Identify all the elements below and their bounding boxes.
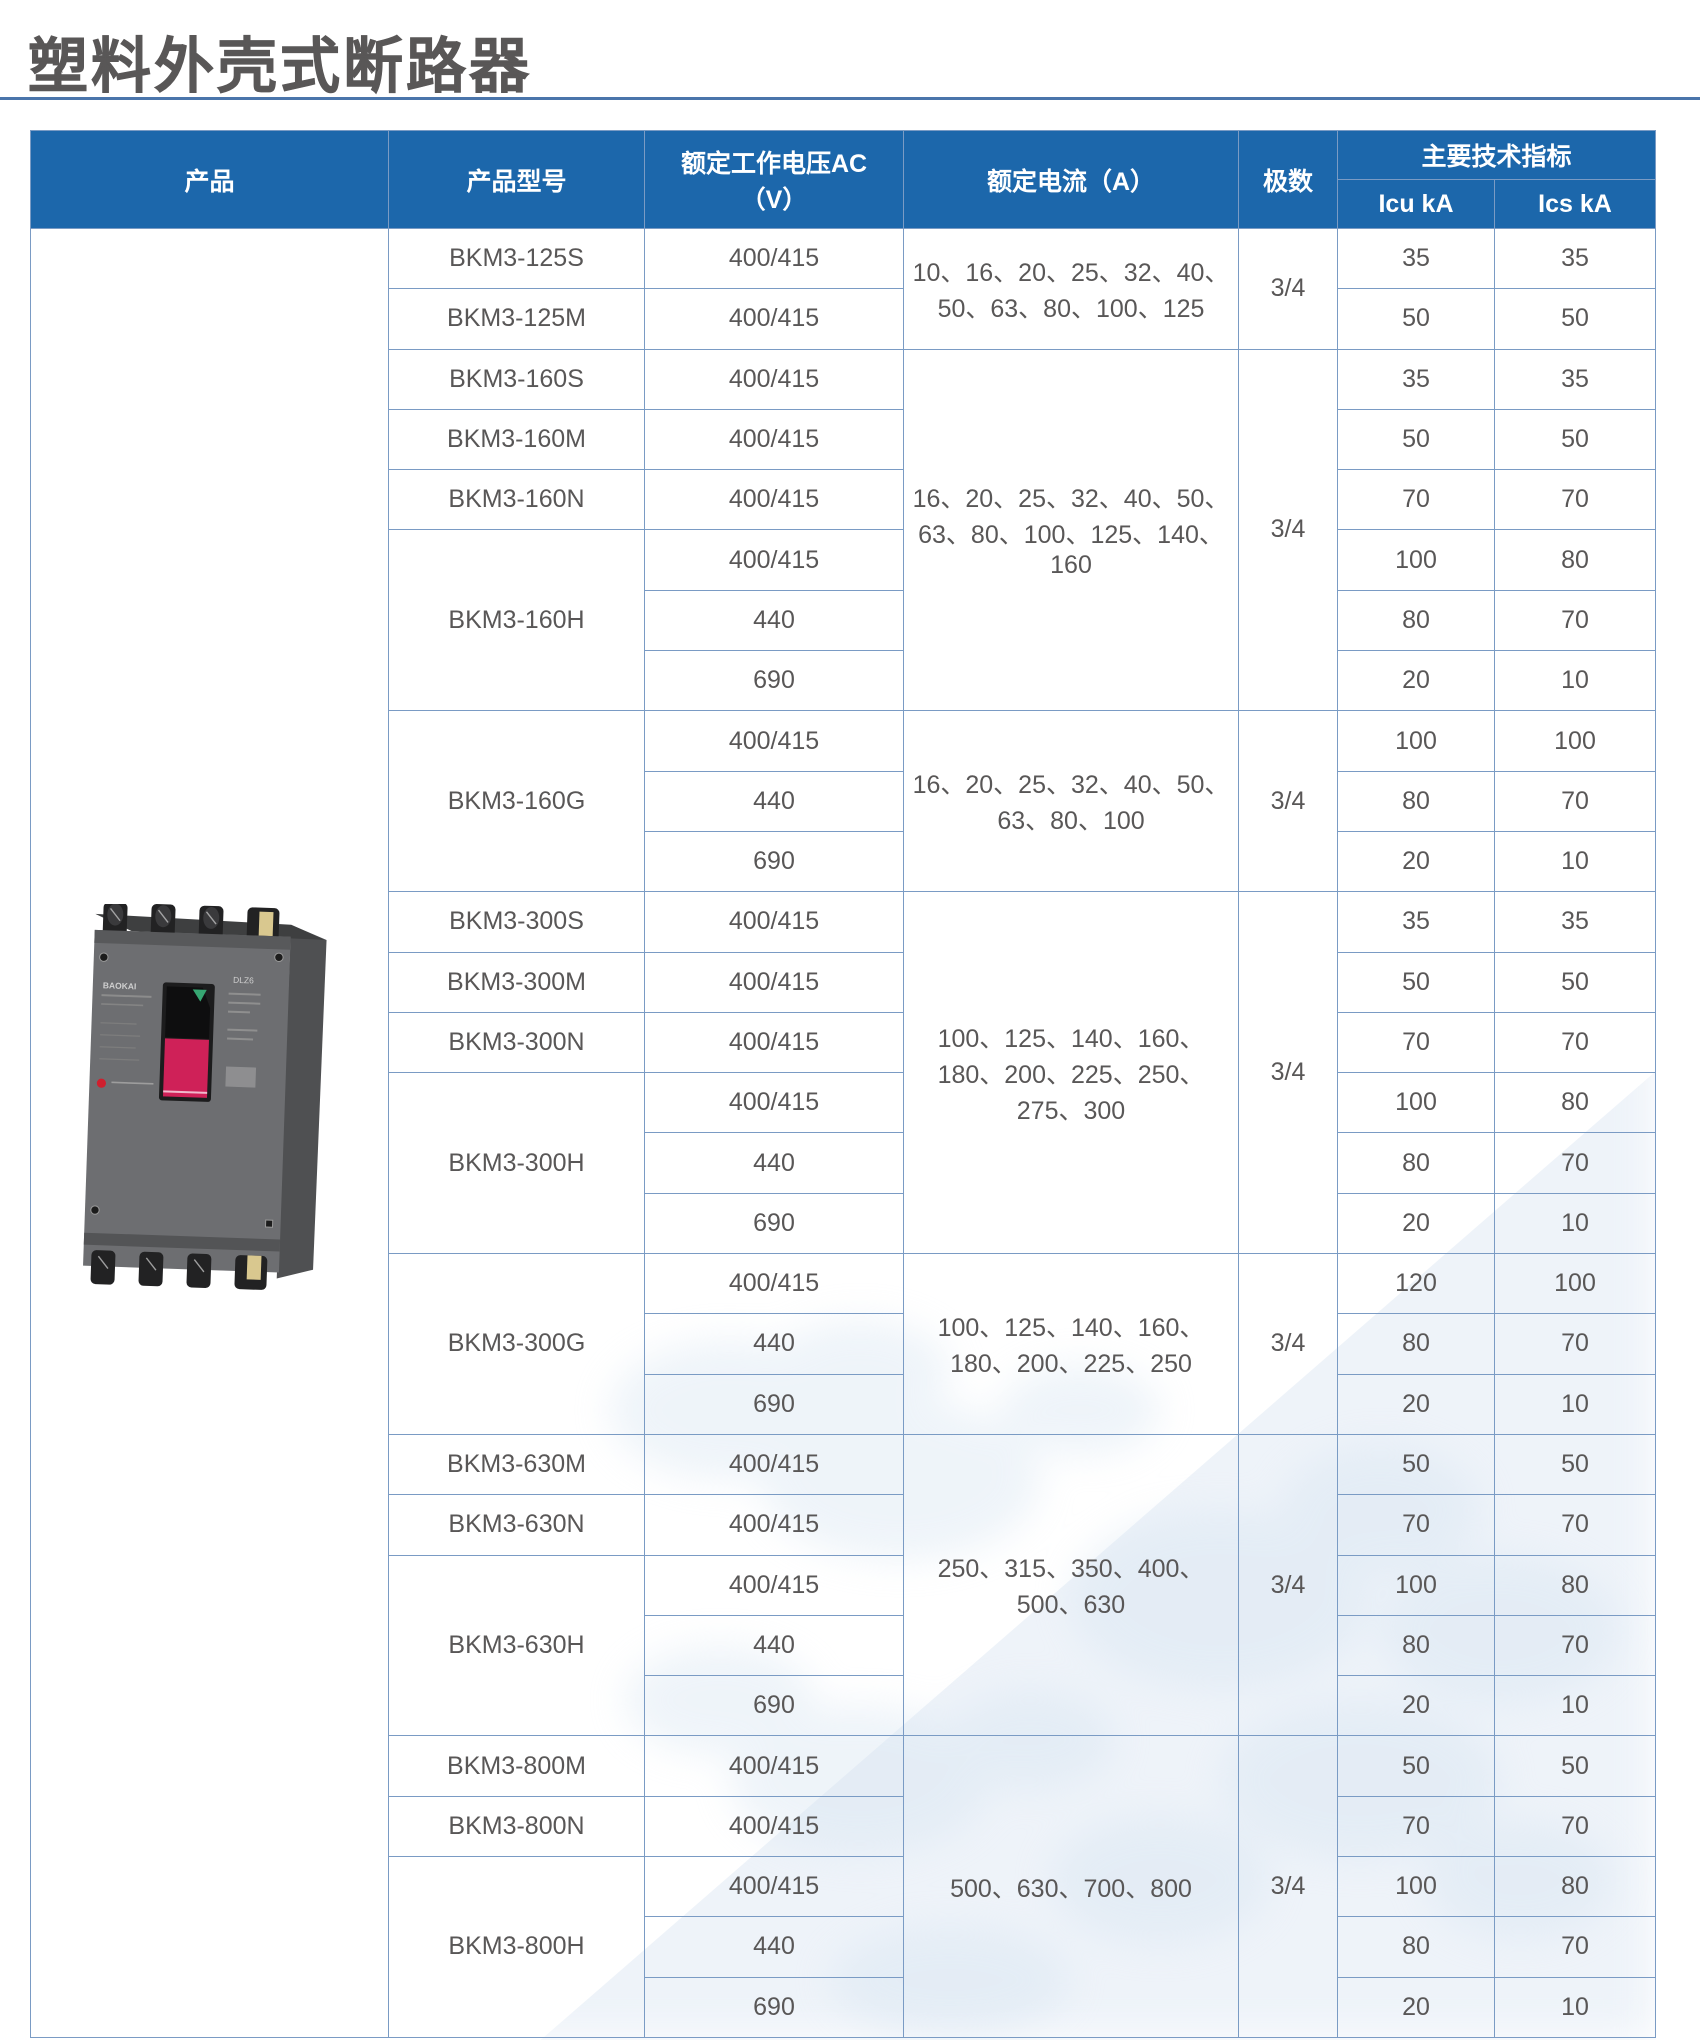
svg-text:DLZ6: DLZ6: [232, 975, 253, 986]
svg-text:BAOKAI: BAOKAI: [102, 980, 136, 991]
